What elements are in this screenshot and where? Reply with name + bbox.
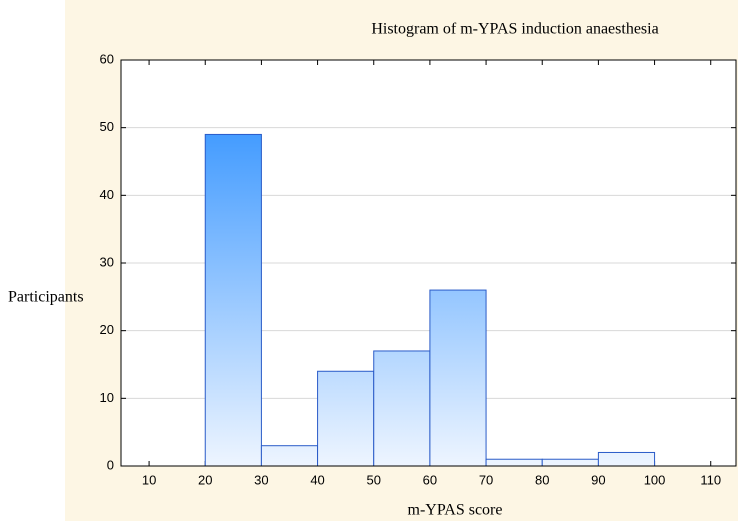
bar	[204, 133, 262, 467]
x-tick-label: 10	[142, 472, 156, 487]
x-axis-label: m-YPAS score	[408, 502, 503, 519]
bar	[317, 370, 375, 467]
x-tick-label: 30	[254, 472, 268, 487]
y-tick-label: 0	[107, 457, 114, 472]
y-tick-label: 20	[100, 322, 114, 337]
x-tick-label: 20	[198, 472, 212, 487]
plot-frame	[120, 59, 737, 467]
x-tick-label: 100	[644, 472, 666, 487]
x-tick-label: 80	[535, 472, 549, 487]
y-tick-label: 30	[100, 254, 114, 269]
y-axis-label: Participants	[8, 289, 84, 306]
x-tick-label: 110	[700, 472, 721, 487]
bar	[597, 451, 656, 467]
bar	[541, 458, 599, 467]
x-tick-label: 90	[591, 472, 605, 487]
y-tick-label: 60	[100, 51, 114, 66]
bar	[485, 458, 543, 467]
bar	[429, 289, 487, 467]
chart-title: Histogram of m-YPAS induction anaesthesi…	[371, 21, 658, 38]
y-tick-label: 40	[100, 187, 114, 202]
y-tick-label: 10	[100, 390, 114, 405]
x-tick-label: 40	[310, 472, 324, 487]
x-tick-label: 50	[367, 472, 381, 487]
bar	[260, 445, 319, 467]
x-tick-label: 60	[423, 472, 437, 487]
y-tick-label: 50	[100, 119, 114, 134]
x-tick-label: 70	[479, 472, 493, 487]
bar	[373, 350, 431, 467]
